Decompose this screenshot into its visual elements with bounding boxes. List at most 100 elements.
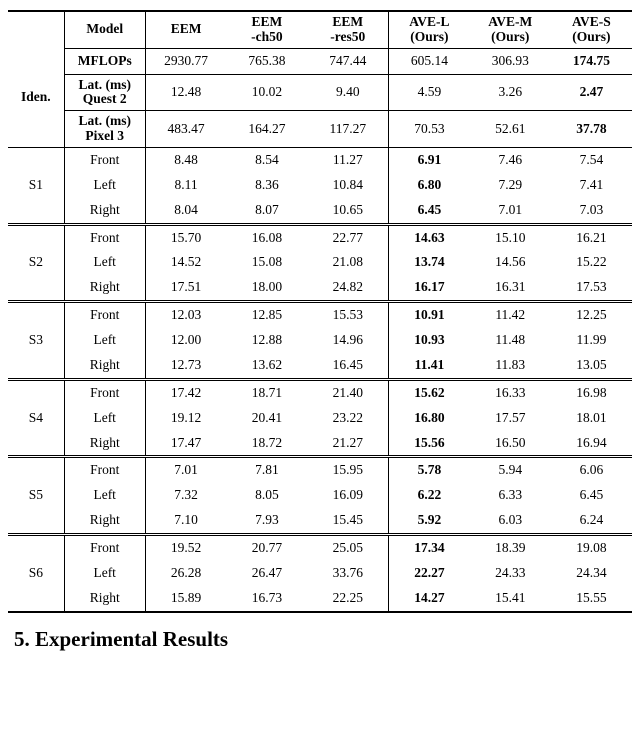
- view-label: Right: [64, 508, 145, 534]
- latp3-v2: 117.27: [307, 111, 388, 148]
- value-cell: 8.05: [226, 483, 307, 508]
- value-cell: 16.73: [226, 586, 307, 612]
- value-cell: 12.03: [145, 302, 226, 328]
- value-cell: 5.94: [470, 457, 551, 483]
- value-cell: 16.98: [551, 379, 632, 405]
- value-cell: 33.76: [307, 561, 388, 586]
- value-cell: 16.80: [389, 406, 470, 431]
- value-cell: 14.63: [389, 224, 470, 250]
- value-cell: 15.41: [470, 586, 551, 612]
- view-label: Front: [64, 224, 145, 250]
- value-cell: 12.73: [145, 353, 226, 379]
- value-cell: 16.17: [389, 275, 470, 301]
- value-cell: 22.27: [389, 561, 470, 586]
- value-cell: 20.77: [226, 535, 307, 561]
- results-table: Model EEM EEM -ch50 EEM -res50 AVE-L (Ou…: [8, 10, 632, 613]
- value-cell: 15.22: [551, 250, 632, 275]
- value-cell: 13.05: [551, 353, 632, 379]
- value-cell: 10.93: [389, 328, 470, 353]
- latq2-v1: 10.02: [226, 74, 307, 111]
- hdr-avem-l2: (Ours): [491, 29, 529, 44]
- table-row: Right8.048.0710.656.457.017.03: [8, 198, 632, 224]
- value-cell: 17.42: [145, 379, 226, 405]
- latp3-v0: 483.47: [145, 111, 226, 148]
- value-cell: 7.54: [551, 147, 632, 172]
- mflops-v1: 765.38: [226, 48, 307, 74]
- view-label: Right: [64, 275, 145, 301]
- value-cell: 5.78: [389, 457, 470, 483]
- value-cell: 11.41: [389, 353, 470, 379]
- value-cell: 17.51: [145, 275, 226, 301]
- value-cell: 7.01: [145, 457, 226, 483]
- value-cell: 7.32: [145, 483, 226, 508]
- view-label: Right: [64, 586, 145, 612]
- view-label: Front: [64, 535, 145, 561]
- hdr-avel-l2: (Ours): [410, 29, 448, 44]
- table-row: S1Front8.488.5411.276.917.467.54: [8, 147, 632, 172]
- latq2-v2: 9.40: [307, 74, 388, 111]
- view-label: Left: [64, 173, 145, 198]
- value-cell: 16.94: [551, 431, 632, 457]
- value-cell: 18.39: [470, 535, 551, 561]
- hdr-eem-ch50: EEM -ch50: [226, 11, 307, 48]
- value-cell: 10.84: [307, 173, 388, 198]
- value-cell: 16.50: [470, 431, 551, 457]
- table-row: Right17.5118.0024.8216.1716.3117.53: [8, 275, 632, 301]
- value-cell: 11.83: [470, 353, 551, 379]
- value-cell: 23.22: [307, 406, 388, 431]
- hdr-avem-l1: AVE-M: [488, 14, 532, 29]
- value-cell: 13.74: [389, 250, 470, 275]
- hdr-model: Model: [64, 11, 145, 48]
- value-cell: 20.41: [226, 406, 307, 431]
- value-cell: 24.33: [470, 561, 551, 586]
- view-label: Front: [64, 457, 145, 483]
- latq2-label: Lat. (ms) Quest 2: [64, 74, 145, 111]
- value-cell: 16.31: [470, 275, 551, 301]
- table-row: S2Front15.7016.0822.7714.6315.1016.21: [8, 224, 632, 250]
- hdr-aves-l1: AVE-S: [572, 14, 611, 29]
- value-cell: 6.06: [551, 457, 632, 483]
- value-cell: 14.56: [470, 250, 551, 275]
- value-cell: 6.91: [389, 147, 470, 172]
- value-cell: 7.81: [226, 457, 307, 483]
- section-id: S6: [8, 535, 64, 612]
- view-label: Left: [64, 250, 145, 275]
- view-label: Left: [64, 328, 145, 353]
- value-cell: 19.08: [551, 535, 632, 561]
- value-cell: 12.85: [226, 302, 307, 328]
- value-cell: 8.04: [145, 198, 226, 224]
- value-cell: 22.25: [307, 586, 388, 612]
- table-header-row: Model EEM EEM -ch50 EEM -res50 AVE-L (Ou…: [8, 11, 632, 48]
- value-cell: 6.03: [470, 508, 551, 534]
- hdr-eem-res50-l2: -res50: [330, 29, 365, 44]
- value-cell: 18.72: [226, 431, 307, 457]
- value-cell: 6.33: [470, 483, 551, 508]
- value-cell: 15.45: [307, 508, 388, 534]
- table-row: Right17.4718.7221.2715.5616.5016.94: [8, 431, 632, 457]
- value-cell: 26.28: [145, 561, 226, 586]
- value-cell: 19.12: [145, 406, 226, 431]
- value-cell: 24.34: [551, 561, 632, 586]
- hdr-eem-ch50-l2: -ch50: [251, 29, 283, 44]
- mflops-v0: 2930.77: [145, 48, 226, 74]
- table-row: Left8.118.3610.846.807.297.41: [8, 173, 632, 198]
- value-cell: 16.33: [470, 379, 551, 405]
- value-cell: 21.08: [307, 250, 388, 275]
- mflops-v2: 747.44: [307, 48, 388, 74]
- value-cell: 7.46: [470, 147, 551, 172]
- iden-label: Iden.: [8, 48, 64, 147]
- value-cell: 16.08: [226, 224, 307, 250]
- value-cell: 14.27: [389, 586, 470, 612]
- hdr-avem: AVE-M (Ours): [470, 11, 551, 48]
- table-row: Left7.328.0516.096.226.336.45: [8, 483, 632, 508]
- hdr-eem-ch50-l1: EEM: [252, 14, 283, 29]
- table-row: Left12.0012.8814.9610.9311.4811.99: [8, 328, 632, 353]
- view-label: Left: [64, 561, 145, 586]
- table-row: Right12.7313.6216.4511.4111.8313.05: [8, 353, 632, 379]
- value-cell: 14.52: [145, 250, 226, 275]
- hdr-avel: AVE-L (Ours): [389, 11, 470, 48]
- view-label: Front: [64, 379, 145, 405]
- mflops-v4: 306.93: [470, 48, 551, 74]
- value-cell: 15.95: [307, 457, 388, 483]
- table-row: Right7.107.9315.455.926.036.24: [8, 508, 632, 534]
